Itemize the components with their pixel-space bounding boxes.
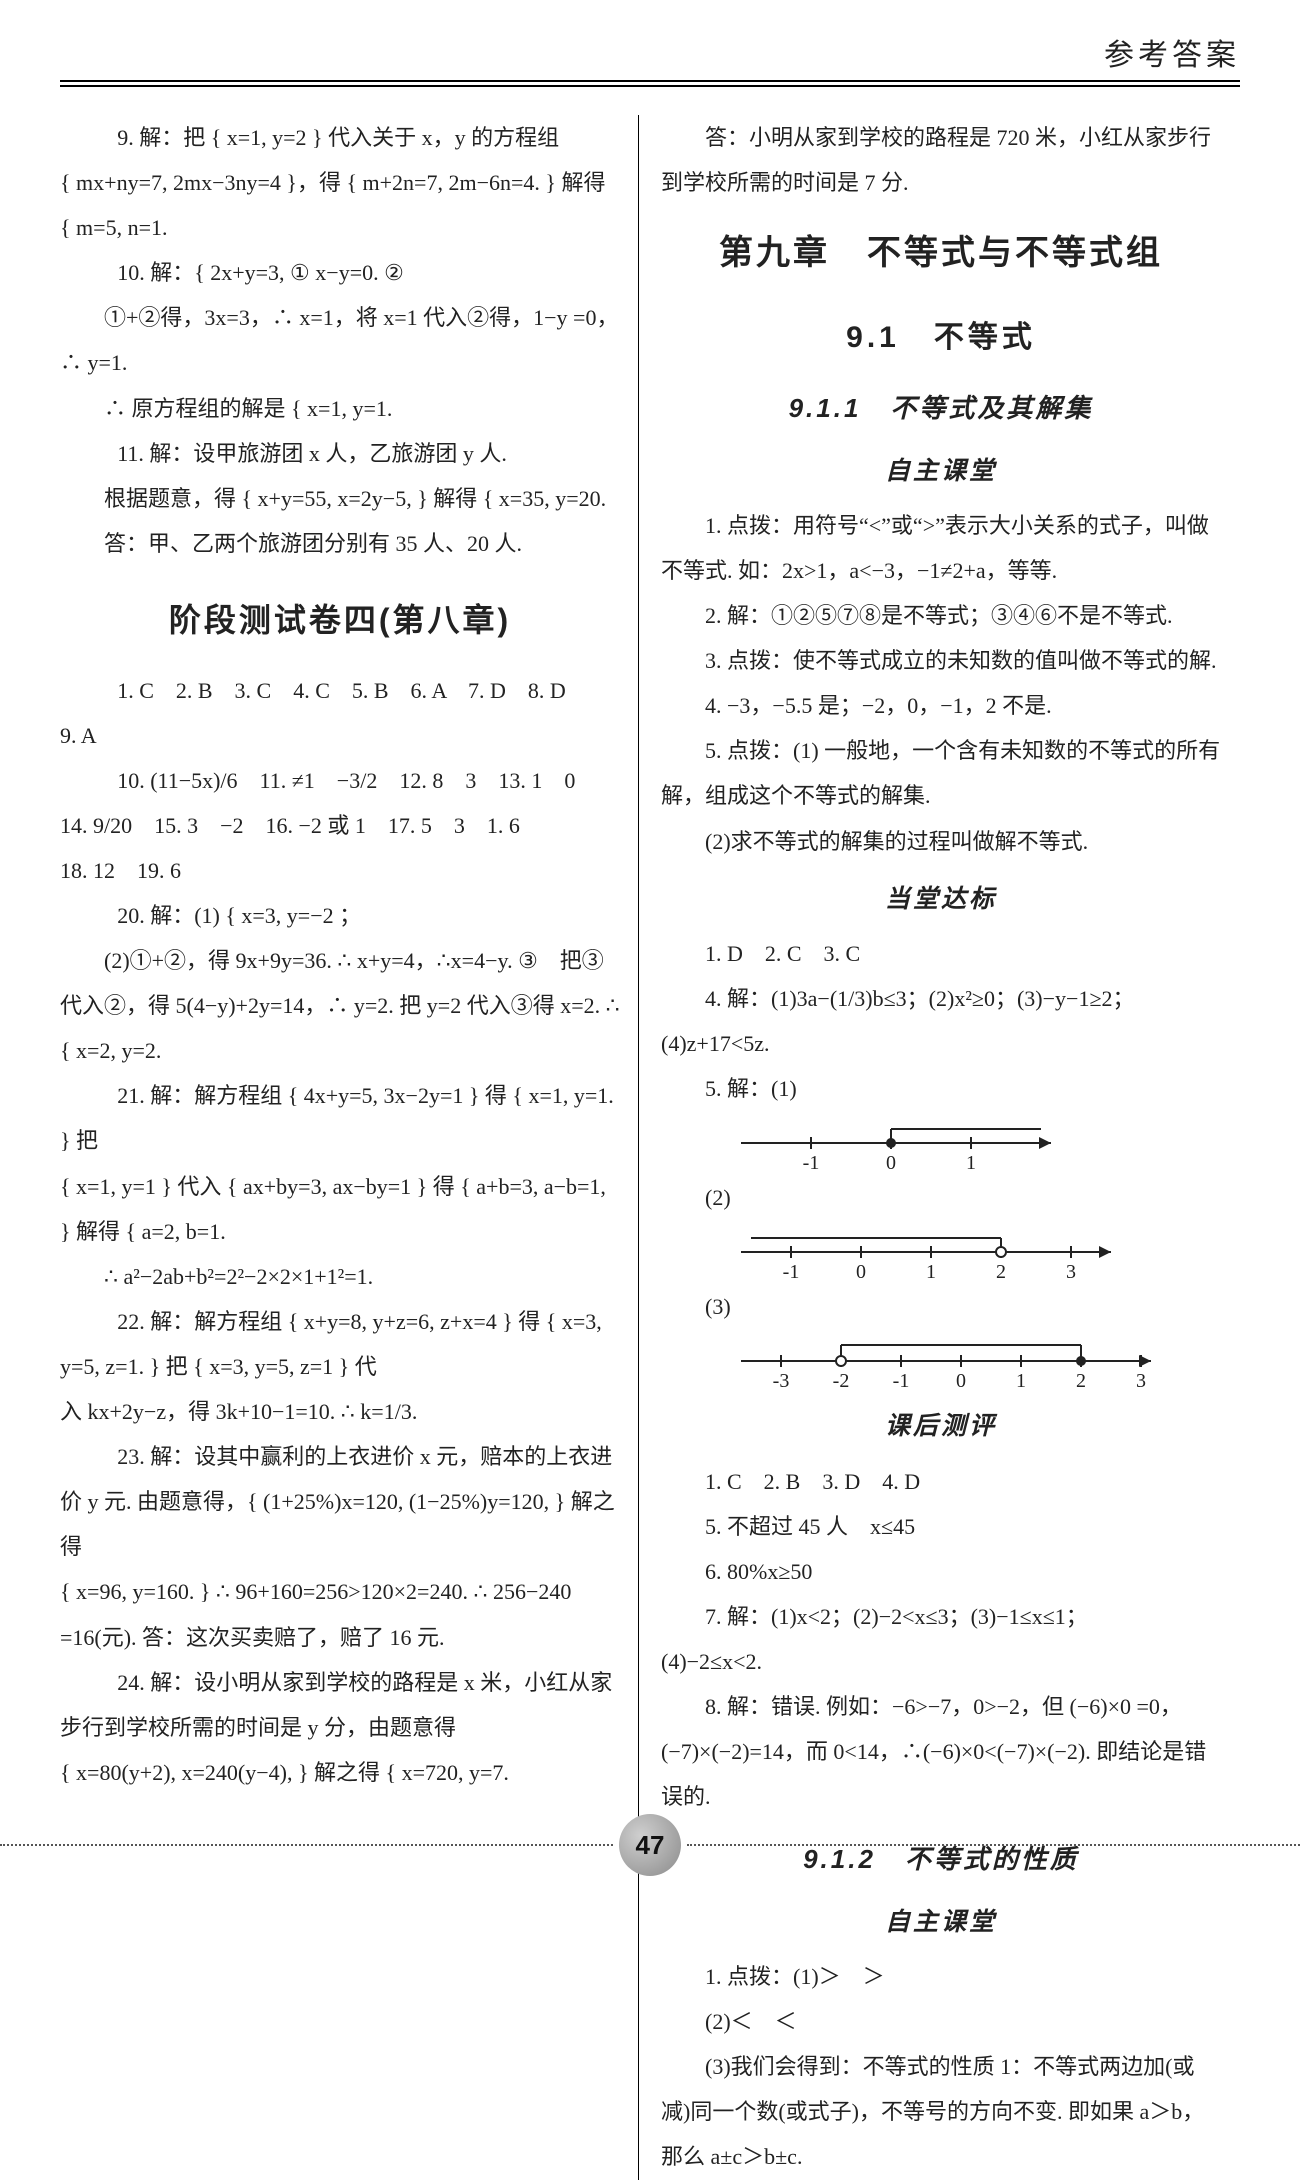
svg-text:0: 0 [956,1370,966,1391]
mc-row-4: 18. 12 19. 6 [60,848,620,893]
dt-2: 4. 解：(1)3a−(1/3)b≤3；(2)x²≥0；(3)−y−1≥2； [661,976,1221,1021]
kh-1: 1. C 2. B 3. D 4. D [661,1459,1221,1504]
svg-text:2: 2 [996,1261,1006,1282]
svg-text:-1: -1 [803,1152,820,1173]
zk-1: 1. 点拨：用符号“<”或“>”表示大小关系的式子，叫做不等式. 如：2x>1，… [661,503,1221,593]
zk-5b: (2)求不等式的解集的过程叫做解不等式. [661,819,1221,864]
q22-a: 22. 解：解方程组 { x+y=8, y+z=6, z+x=4 } 得 { x… [60,1299,620,1389]
footer-dots-left [0,1844,613,1846]
zk-2: 2. 解：①②⑤⑦⑧是不等式；③④⑥不是不等式. [661,593,1221,638]
q9-line2: { mx+ny=7, 2mx−3ny=4 }，得 { m+2n=7, 2m−6n… [60,160,620,250]
q23-b: { x=96, y=160. } ∴ 96+160=256>120×2=240.… [60,1569,620,1659]
number-line-1: -1 0 1 [721,1115,1081,1173]
chapter-9-title: 第九章 不等式与不等式组 [661,219,1221,289]
q10-line1: 10. 解：{ 2x+y=3, ① x−y=0. ② [60,250,620,295]
svg-text:-2: -2 [833,1370,850,1391]
page-number-badge: 47 [619,1814,681,1876]
stage-test-title: 阶段测试卷四(第八章) [60,588,620,654]
q21-b: { x=1, y=1 } 代入 { ax+by=3, ax−by=1 } 得 {… [60,1164,620,1254]
zk2-2: (2)＜ ＜ [661,1999,1221,2044]
dt-1: 1. D 2. C 3. C [661,931,1221,976]
number-line-2: -1 0 1 2 3 [721,1224,1141,1282]
q20-b: (2)①+②，得 9x+9y=36. ∴ x+y=4，∴x=4−y. ③ 把③代… [60,938,620,1073]
zk-3: 3. 点拨：使不等式成立的未知数的值叫做不等式的解. [661,638,1221,683]
kh-5: 8. 解：错误. 例如：−6>−7，0>−2，但 (−6)×0 =0，(−7)×… [661,1684,1221,1819]
svg-text:-1: -1 [893,1370,910,1391]
dt-3-label-2: (2) [661,1175,1221,1220]
page: 参考答案 9. 解：把 { x=1, y=2 } 代入关于 x，y 的方程组 {… [0,0,1300,1900]
section-9-1-title: 9.1 不等式 [661,307,1221,369]
svg-text:1: 1 [966,1152,976,1173]
zk-4: 4. −3，−5.5 是；−2，0，−1，2 不是. [661,683,1221,728]
zk2-3: (3)我们会得到：不等式的性质 1：不等式两边加(或减)同一个数(或式子)，不等… [661,2044,1221,2179]
svg-text:-3: -3 [773,1370,790,1391]
svg-text:-1: -1 [783,1261,800,1282]
svg-text:0: 0 [856,1261,866,1282]
kh-3: 6. 80%x≥50 [661,1549,1221,1594]
dt-3-label-1: 5. 解：(1) [661,1066,1221,1111]
zk2-1: 1. 点拨：(1)＞ ＞ [661,1954,1221,1999]
number-line-3: -3 -2 -1 0 1 2 3 [721,1333,1181,1391]
kh-4: 7. 解：(1)x<2；(2)−2<x≤3；(3)−1≤x≤1； [661,1594,1221,1639]
kh-4b: (4)−2≤x<2. [661,1639,1221,1684]
header-rule [60,85,1240,87]
svg-text:3: 3 [1066,1261,1076,1282]
q11-line3: 答：甲、乙两个旅游团分别有 35 人、20 人. [60,521,620,566]
carryover-answer: 答：小明从家到学校的路程是 720 米，小红从家步行到学校所需的时间是 7 分. [661,115,1221,205]
dt-2b: (4)z+17<5z. [661,1021,1221,1066]
q21-c: ∴ a²−2ab+b²=2²−2×2×1+1²=1. [60,1254,620,1299]
q9-line1: 9. 解：把 { x=1, y=2 } 代入关于 x，y 的方程组 [60,115,620,160]
q24-a: 24. 解：设小明从家到学校的路程是 x 米，小红从家步行到学校所需的时间是 y… [60,1660,620,1750]
mc-row-3: 14. 9/20 15. 3 −2 16. −2 或 1 17. 5 3 1. … [60,803,620,848]
q11-line2: 根据题意，得 { x+y=55, x=2y−5, } 解得 { x=35, y=… [60,476,620,521]
zk-5a: 5. 点拨：(1) 一般地，一个含有未知数的不等式的所有解，组成这个不等式的解集… [661,728,1221,818]
q10-line2: ①+②得，3x=3，∴ x=1，将 x=1 代入②得，1−y =0，∴ y=1. [60,295,620,385]
q21-a: 21. 解：解方程组 { 4x+y=5, 3x−2y=1 } 得 { x=1, … [60,1073,620,1163]
page-footer: 47 [0,1814,1300,1876]
q23-a: 23. 解：设其中赢利的上衣进价 x 元，赔本的上衣进价 y 元. 由题意得，{… [60,1434,620,1569]
subsection-9-1-1-title: 9.1.1 不等式及其解集 [661,382,1221,435]
kehou-ceping-heading: 课后测评 [661,1401,1221,1452]
dt-3-label-3: (3) [661,1284,1221,1329]
svg-text:2: 2 [1076,1370,1086,1391]
kh-2: 5. 不超过 45 人 x≤45 [661,1504,1221,1549]
zizhu-ketang-heading-2: 自主课堂 [661,1897,1221,1948]
zizhu-ketang-heading: 自主课堂 [661,446,1221,497]
mc-row-2: 10. (11−5x)/6 11. ≠1 −3/2 12. 8 3 13. 1 … [60,758,620,803]
q24-b: { x=80(y+2), x=240(y−4), } 解之得 { x=720, … [60,1750,620,1795]
q20-a: 20. 解：(1) { x=3, y=−2 ； [60,893,620,938]
mc-row-1b: 9. A [60,713,620,758]
svg-text:1: 1 [1016,1370,1026,1391]
svg-text:1: 1 [926,1261,936,1282]
q22-b: 入 kx+2y−z，得 3k+10−1=10. ∴ k=1/3. [60,1389,620,1434]
q10-line3: ∴ 原方程组的解是 { x=1, y=1. [60,386,620,431]
svg-text:0: 0 [886,1152,896,1173]
footer-dots-right [687,1844,1300,1846]
svg-text:3: 3 [1136,1370,1146,1391]
q11-line1: 11. 解：设甲旅游团 x 人，乙旅游团 y 人. [60,431,620,476]
running-header: 参考答案 [60,30,1240,82]
mc-row-1: 1. C 2. B 3. C 4. C 5. B 6. A 7. D 8. D [60,668,620,713]
dangtang-dabiao-heading: 当堂达标 [661,874,1221,925]
